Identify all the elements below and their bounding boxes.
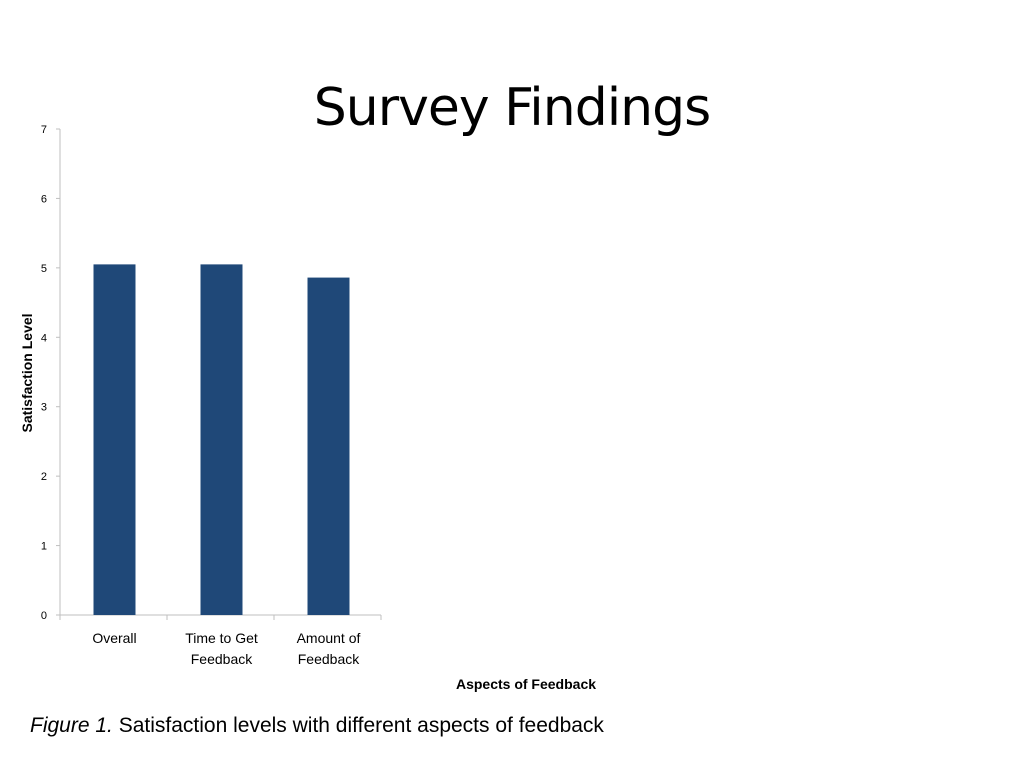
- y-tick-label: 6: [41, 193, 47, 205]
- y-tick-label: 1: [41, 541, 47, 553]
- x-category-label: Amount of Feedback: [297, 630, 361, 667]
- bars: [93, 264, 350, 615]
- category-labels: Overall Time to Get Feedback Amount of Feedb…: [92, 630, 360, 667]
- x-axis-title: Aspects of Feedback: [456, 676, 596, 692]
- bar: [93, 264, 136, 615]
- y-tick-label: 7: [41, 124, 47, 136]
- bar: [200, 264, 243, 615]
- slide-title: Survey Findings: [313, 78, 711, 138]
- y-tick-label: 5: [41, 263, 47, 275]
- x-category-label: Overall: [92, 630, 136, 646]
- y-axis-title: Satisfaction Level: [19, 313, 35, 432]
- x-category-label: Time to Get Feedback: [185, 630, 258, 667]
- y-tick-label: 2: [41, 471, 47, 483]
- y-tick-label: 4: [41, 332, 47, 344]
- figure-label: Figure 1.: [30, 714, 113, 737]
- x-axis: [59, 614, 382, 620]
- y-tick-label: 3: [41, 402, 47, 414]
- figure-caption: Figure 1. Satisfaction levels with diffe…: [30, 714, 604, 738]
- figure-caption-text: Satisfaction levels with different aspec…: [112, 714, 604, 737]
- bar: [307, 277, 350, 615]
- y-axis: 0 1 2 3 4 5 6 7: [41, 124, 61, 622]
- y-tick-label: 0: [41, 610, 47, 622]
